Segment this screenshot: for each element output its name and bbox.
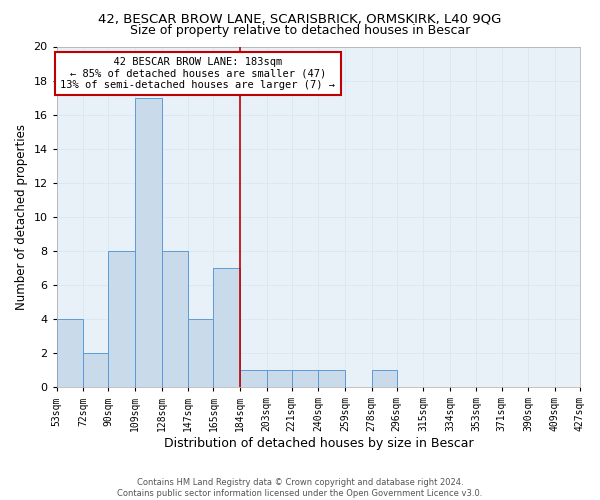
Text: 42, BESCAR BROW LANE, SCARISBRICK, ORMSKIRK, L40 9QG: 42, BESCAR BROW LANE, SCARISBRICK, ORMSK…	[98, 12, 502, 26]
Bar	[188, 319, 214, 387]
Text: Contains HM Land Registry data © Crown copyright and database right 2024.
Contai: Contains HM Land Registry data © Crown c…	[118, 478, 482, 498]
Text: 42 BESCAR BROW LANE: 183sqm  
← 85% of detached houses are smaller (47)
13% of s: 42 BESCAR BROW LANE: 183sqm ← 85% of det…	[61, 56, 335, 90]
Bar	[266, 370, 292, 387]
Bar	[319, 370, 345, 387]
Bar	[135, 98, 161, 387]
Bar	[161, 251, 188, 387]
Bar	[109, 251, 135, 387]
Bar	[240, 370, 266, 387]
Bar	[214, 268, 240, 387]
Bar	[57, 319, 83, 387]
Text: Size of property relative to detached houses in Bescar: Size of property relative to detached ho…	[130, 24, 470, 37]
X-axis label: Distribution of detached houses by size in Bescar: Distribution of detached houses by size …	[164, 437, 473, 450]
Bar	[371, 370, 397, 387]
Bar	[292, 370, 319, 387]
Bar	[83, 353, 109, 387]
Y-axis label: Number of detached properties: Number of detached properties	[15, 124, 28, 310]
